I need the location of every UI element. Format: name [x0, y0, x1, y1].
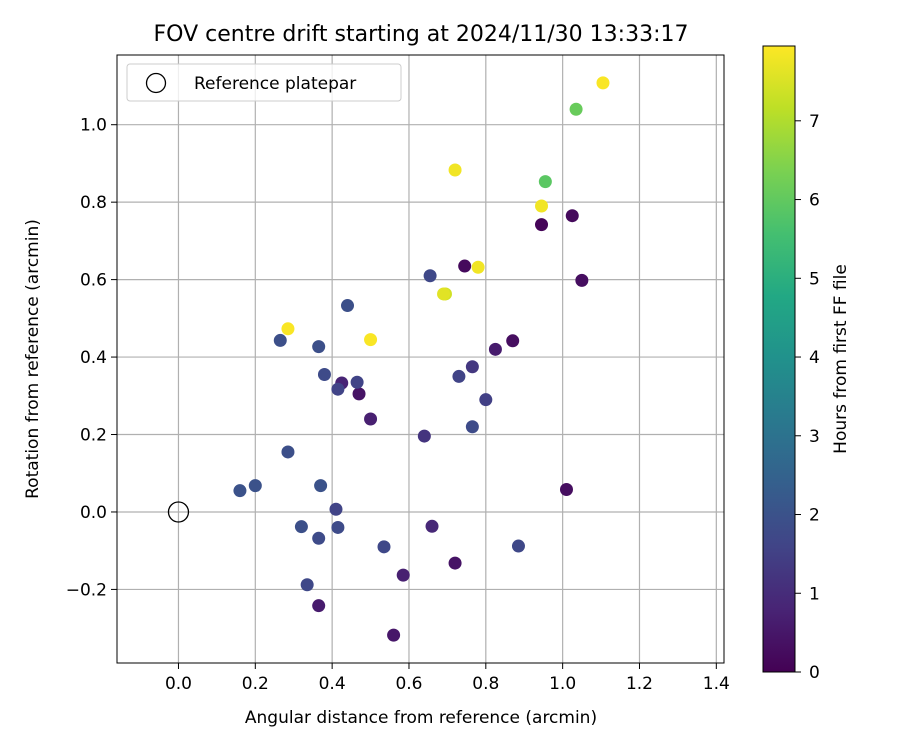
data-point: [273, 333, 287, 347]
data-point: [425, 519, 439, 533]
colorbar-tick-label: 6: [809, 191, 820, 211]
legend-marker-open-circle: [145, 72, 167, 94]
data-point: [331, 382, 345, 396]
data-point: [423, 269, 437, 283]
colorbar-tick-label: 7: [809, 112, 820, 132]
colorbar-ticks: 0 1 2 3 4 5 6 7: [795, 112, 820, 683]
data-point: [352, 387, 366, 401]
colorbar-tick-label: 1: [809, 584, 820, 604]
data-point: [437, 287, 451, 301]
data-point: [364, 412, 378, 426]
data-point: [559, 483, 573, 497]
data-point: [312, 340, 326, 354]
data-point: [452, 369, 466, 383]
x-tick-label: 1.0: [549, 674, 576, 694]
data-point: [329, 502, 343, 516]
data-point: [312, 599, 326, 613]
colorbar-label: Hours from first FF file: [831, 264, 851, 454]
data-point: [314, 479, 328, 493]
colorbar: [762, 45, 796, 673]
data-point: [300, 578, 314, 592]
x-tick-label: 0.8: [472, 674, 499, 694]
legend-box: [126, 63, 402, 102]
data-points: [167, 76, 610, 642]
data-point: [479, 393, 493, 407]
data-point: [417, 429, 431, 443]
data-point: [312, 531, 326, 545]
data-point: [458, 259, 472, 273]
data-point: [364, 333, 378, 347]
data-point: [465, 360, 479, 374]
colorbar-tick-label: 2: [809, 506, 820, 526]
colorbar-tick-label: 0: [809, 663, 820, 683]
data-point: [471, 260, 485, 274]
data-point: [331, 520, 345, 534]
data-point: [341, 299, 355, 313]
y-tick-label: 0.4: [80, 348, 107, 368]
y-tick-label: 1.0: [80, 116, 107, 136]
data-point: [294, 520, 308, 534]
data-point: [511, 539, 525, 553]
y-axis-label: Rotation from reference (arcmin): [23, 219, 43, 499]
data-point: [535, 199, 549, 213]
x-tick-label: 0.2: [242, 674, 269, 694]
data-point: [281, 445, 295, 459]
y-tick-label: 0.2: [80, 426, 107, 446]
data-point: [448, 556, 462, 570]
data-point: [448, 163, 462, 177]
data-point: [488, 342, 502, 356]
data-point: [317, 367, 331, 381]
x-tick-label: 0.0: [165, 674, 192, 694]
plot-frame: [116, 54, 725, 664]
x-tick-label: 1.2: [626, 674, 653, 694]
data-point: [350, 375, 364, 389]
data-point: [396, 568, 410, 582]
y-tick-label: −0.2: [66, 580, 107, 600]
legend-label: Reference platepar: [194, 74, 356, 94]
data-point: [506, 334, 520, 348]
data-point: [596, 76, 610, 90]
legend: Reference platepar: [126, 63, 402, 102]
data-point: [465, 420, 479, 434]
colorbar-tick-label: 3: [809, 427, 820, 447]
x-tick-label: 0.4: [319, 674, 346, 694]
data-point: [575, 273, 589, 287]
data-point: [281, 322, 295, 336]
data-point: [569, 102, 583, 116]
data-point: [538, 175, 552, 189]
x-axis-label: Angular distance from reference (arcmin): [245, 708, 597, 728]
colorbar-tick-label: 5: [809, 269, 820, 289]
chart-title: FOV centre drift starting at 2024/11/30 …: [154, 22, 689, 47]
reference-marker: [167, 501, 190, 523]
colorbar-tick-label: 4: [809, 348, 820, 368]
y-tick-label: 0.6: [80, 271, 107, 291]
data-point: [233, 484, 247, 498]
data-point: [248, 479, 262, 493]
y-tick-label: 0.8: [80, 193, 107, 213]
x-tick-label: 1.4: [703, 674, 730, 694]
y-tick-label: 0.0: [80, 503, 107, 523]
data-point: [565, 209, 579, 223]
data-point: [377, 540, 391, 554]
x-tick-label: 0.6: [395, 674, 422, 694]
data-point: [387, 628, 401, 642]
data-point: [535, 218, 549, 232]
axis-ticks: 0.0 0.2 0.4 0.6 0.8 1.0 1.2 1.4 −0.2 0.0 0.2 0.4 0.6…: [66, 116, 730, 694]
